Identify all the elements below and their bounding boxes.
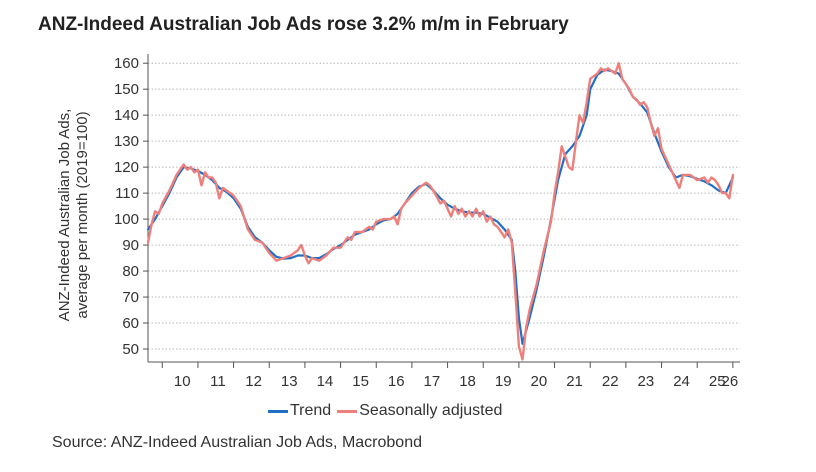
x-tick-label: 19: [495, 373, 512, 390]
legend: Trend Seasonally adjusted: [268, 402, 508, 420]
y-tick-label: 80: [122, 263, 139, 280]
series-lines: [146, 62, 735, 361]
x-tick-label: 24: [673, 373, 690, 390]
y-tick-label: 150: [114, 81, 139, 98]
series-line-seasonally-adjusted: [146, 62, 735, 361]
x-tick-label: 12: [245, 373, 262, 390]
x-tick-label: 20: [531, 373, 548, 390]
y-tick-label: 140: [114, 107, 139, 124]
legend-label-sa: Seasonally adjusted: [359, 402, 503, 419]
x-tick-label: 18: [459, 373, 476, 390]
x-tick-label: 14: [317, 373, 334, 390]
y-tick-label: 100: [114, 211, 139, 228]
x-tick-label: 16: [388, 373, 405, 390]
legend-swatch-sa: [337, 409, 358, 413]
legend-item-sa: Seasonally adjusted: [337, 402, 502, 420]
legend-swatch-trend: [268, 409, 288, 413]
y-tick-label: 60: [122, 315, 139, 332]
axes: 50 60 70 80 90 100 110 120 130 140 150 160 10 11 12 13 1…: [114, 54, 740, 390]
legend-item-trend: Trend: [268, 402, 331, 420]
line-chart: 50 60 70 80 90 100 110 120 130 140 150 160 10 11 12 13 1…: [114, 54, 740, 390]
x-tick-label: 22: [602, 373, 619, 390]
y-tick-label: 120: [114, 159, 139, 176]
y-tick-label: 50: [122, 341, 139, 358]
x-tick-label: 11: [210, 373, 226, 390]
chart-title: ANZ-Indeed Australian Job Ads rose 3.2% …: [38, 14, 569, 35]
legend-label-trend: Trend: [290, 402, 332, 419]
y-tick-label: 90: [122, 237, 139, 254]
series-line-trend: [146, 68, 734, 345]
grid-lines: [148, 62, 740, 350]
y-tick-label: 110: [115, 185, 139, 202]
y-tick-label: 160: [114, 55, 139, 72]
y-tick-label: 130: [114, 133, 139, 150]
y-tick-label: 70: [122, 289, 139, 306]
x-tick-label: 25: [709, 373, 726, 390]
x-tick-label: 21: [566, 373, 583, 390]
x-tick-label: 23: [638, 373, 655, 390]
source-note: Source: ANZ-Indeed Australian Job Ads, M…: [52, 434, 422, 451]
x-tick-label: 26: [722, 373, 739, 390]
x-tick-label: 15: [352, 373, 369, 390]
x-tick-label: 13: [281, 373, 298, 390]
x-tick-label: 10: [174, 373, 191, 390]
x-tick-label: 17: [424, 373, 441, 390]
